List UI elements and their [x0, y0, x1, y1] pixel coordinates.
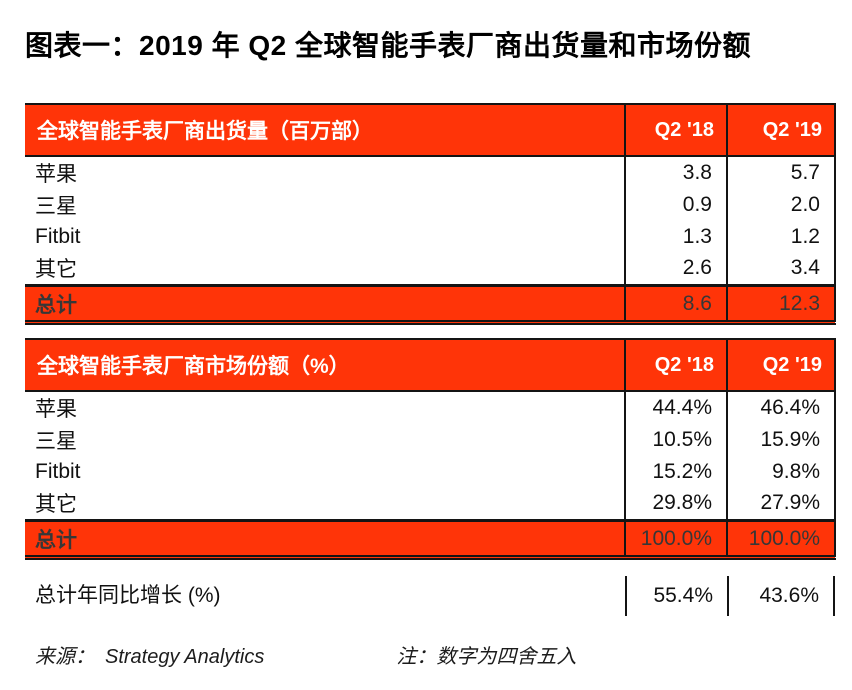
yoy-growth-row: 总计年同比增长 (%) 55.4% 43.6%: [25, 576, 835, 616]
table-row-apple: 苹果 3.8 5.7: [25, 156, 836, 189]
table-row-fitbit: Fitbit 15.2% 9.8%: [25, 456, 836, 487]
source-label: 来源：: [35, 646, 95, 668]
vendor-label: 三星: [25, 189, 625, 221]
vendor-label: 三星: [25, 424, 625, 456]
table-row-others: 其它 29.8% 27.9%: [25, 487, 836, 521]
table-row-others: 其它 2.6 3.4: [25, 252, 836, 286]
value-q2-18: 3.8: [624, 156, 727, 189]
value-q2-18: 0.9: [624, 189, 727, 221]
growth-q2-19: 43.6%: [727, 576, 835, 616]
shipments-table-title: 全球智能手表厂商出货量（百万部）: [25, 103, 625, 157]
value-q2-19: 9.8%: [726, 456, 836, 487]
share-table-title: 全球智能手表厂商市场份额（%）: [25, 338, 625, 392]
value-q2-18: 1.3: [624, 221, 727, 252]
share-header-row: 全球智能手表厂商市场份额（%） Q2 '18 Q2 '19: [25, 338, 836, 392]
shipments-table: 全球智能手表厂商出货量（百万部） Q2 '18 Q2 '19 苹果 3.8 5.…: [25, 103, 836, 325]
vendor-label: Fitbit: [25, 456, 625, 487]
value-q2-19: 3.4: [726, 252, 836, 286]
value-q2-18: 2.6: [624, 252, 727, 286]
growth-q2-18: 55.4%: [625, 576, 727, 616]
total-q2-19: 100.0%: [726, 519, 836, 560]
value-q2-19: 15.9%: [726, 424, 836, 456]
total-q2-18: 8.6: [624, 284, 727, 325]
total-row: 总计 100.0% 100.0%: [25, 519, 836, 560]
total-q2-18: 100.0%: [624, 519, 727, 560]
source-value: Strategy Analytics: [105, 646, 265, 668]
table-row-apple: 苹果 44.4% 46.4%: [25, 391, 836, 424]
vendor-label: 其它: [25, 487, 625, 521]
vendor-label: 其它: [25, 252, 625, 286]
table-row-samsung: 三星 0.9 2.0: [25, 189, 836, 221]
total-label: 总计: [25, 284, 625, 325]
table-row-fitbit: Fitbit 1.3 1.2: [25, 221, 836, 252]
vendor-label: 苹果: [25, 156, 625, 189]
value-q2-19: 46.4%: [726, 391, 836, 424]
value-q2-18: 29.8%: [624, 487, 727, 521]
vendor-label: 苹果: [25, 391, 625, 424]
growth-label: 总计年同比增长 (%): [35, 584, 221, 607]
column-header-q2-19: Q2 '19: [726, 338, 836, 392]
shipments-header-row: 全球智能手表厂商出货量（百万部） Q2 '18 Q2 '19: [25, 103, 836, 157]
value-q2-18: 10.5%: [624, 424, 727, 456]
rounding-note: 注：数字为四舍五入: [396, 646, 577, 668]
total-row: 总计 8.6 12.3: [25, 284, 836, 325]
value-q2-19: 27.9%: [726, 487, 836, 521]
value-q2-18: 15.2%: [624, 456, 727, 487]
table-row-samsung: 三星 10.5% 15.9%: [25, 424, 836, 456]
total-q2-19: 12.3: [726, 284, 836, 325]
value-q2-19: 2.0: [726, 189, 836, 221]
column-header-q2-18: Q2 '18: [624, 338, 727, 392]
vendor-label: Fitbit: [25, 221, 625, 252]
value-q2-18: 44.4%: [624, 391, 727, 424]
page-title: 图表一：2019 年 Q2 全球智能手表厂商出货量和市场份额: [25, 30, 751, 61]
market-share-table: 全球智能手表厂商市场份额（%） Q2 '18 Q2 '19 苹果 44.4% 4…: [25, 338, 836, 560]
column-header-q2-19: Q2 '19: [726, 103, 836, 157]
value-q2-19: 5.7: [726, 156, 836, 189]
value-q2-19: 1.2: [726, 221, 836, 252]
figure-footer: 来源： Strategy Analytics 注：数字为四舍五入: [35, 640, 825, 669]
total-label: 总计: [25, 519, 625, 560]
column-header-q2-18: Q2 '18: [624, 103, 727, 157]
